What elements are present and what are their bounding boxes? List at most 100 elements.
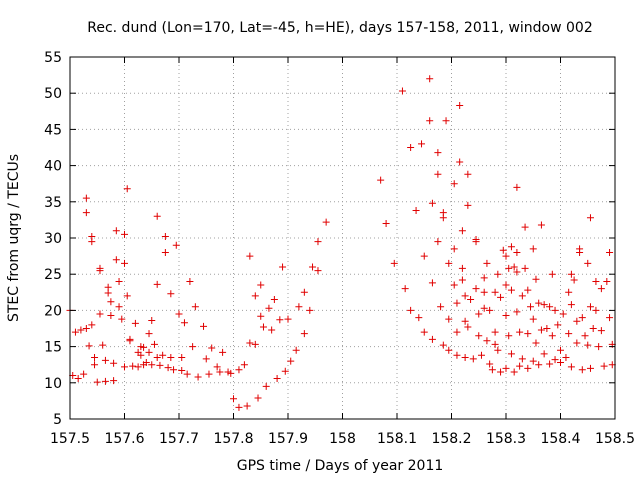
data-point xyxy=(567,270,575,278)
data-point xyxy=(268,326,276,334)
data-point xyxy=(415,314,423,322)
data-point xyxy=(246,252,254,260)
data-point xyxy=(82,325,90,332)
data-point xyxy=(475,310,483,318)
data-point xyxy=(93,378,101,386)
data-point xyxy=(240,361,248,369)
data-point xyxy=(546,360,554,368)
data-point xyxy=(513,183,521,191)
data-point xyxy=(450,245,458,253)
x-ticks: 157.5 157.6 157.7 157.8 157.9 158 158.1 158.2 15… xyxy=(50,57,635,447)
data-point xyxy=(516,328,524,336)
data-point xyxy=(137,351,145,359)
data-point xyxy=(573,339,581,347)
data-point xyxy=(420,328,428,336)
data-point xyxy=(434,149,442,157)
data-point xyxy=(259,323,267,331)
data-point xyxy=(445,346,453,354)
data-point xyxy=(145,330,153,338)
x-tick-label: 157.9 xyxy=(268,431,308,447)
data-point xyxy=(161,248,169,256)
data-point xyxy=(412,206,420,214)
x-tick-label: 157.5 xyxy=(50,431,90,447)
y-tick-label: 30 xyxy=(44,231,62,247)
data-point xyxy=(213,363,221,371)
data-point xyxy=(156,361,164,369)
data-point xyxy=(475,332,483,340)
data-point xyxy=(80,370,88,378)
data-point xyxy=(597,285,605,293)
y-tick-label: 10 xyxy=(44,376,62,392)
data-point xyxy=(112,256,120,264)
data-point xyxy=(557,346,564,354)
data-point xyxy=(407,306,415,314)
data-point xyxy=(551,306,559,314)
data-point xyxy=(578,366,586,374)
y-axis-label: STEC from uqrg / TECUs xyxy=(6,154,22,322)
data-point xyxy=(121,363,128,371)
data-point xyxy=(535,299,543,307)
data-point xyxy=(461,317,469,325)
data-point xyxy=(428,335,436,343)
data-point xyxy=(480,304,488,312)
data-point xyxy=(145,348,153,356)
data-point xyxy=(382,220,390,228)
data-point xyxy=(453,351,461,359)
data-point xyxy=(148,361,156,369)
data-point xyxy=(483,259,491,267)
data-point xyxy=(170,366,178,374)
data-point xyxy=(589,325,597,332)
data-point xyxy=(235,366,243,374)
data-point xyxy=(472,285,480,293)
data-point xyxy=(178,366,186,374)
data-point xyxy=(578,314,586,322)
data-point xyxy=(469,355,477,363)
y-tick-label: 45 xyxy=(44,122,62,138)
data-point xyxy=(502,311,510,319)
data-point xyxy=(216,368,224,376)
y-tick-label: 20 xyxy=(44,303,62,319)
data-point xyxy=(153,353,161,361)
data-point xyxy=(426,75,434,83)
data-point xyxy=(603,277,611,285)
data-point xyxy=(178,353,186,361)
data-point xyxy=(401,285,409,293)
data-point xyxy=(434,170,442,178)
data-point xyxy=(518,292,526,300)
data-point xyxy=(461,292,469,300)
data-point xyxy=(584,259,592,267)
data-point xyxy=(101,377,109,385)
data-point xyxy=(524,364,532,372)
data-point xyxy=(581,332,589,340)
x-axis-label: GPS time / Days of year 2011 xyxy=(237,458,444,474)
data-point xyxy=(554,321,562,329)
data-point xyxy=(292,346,300,354)
data-point xyxy=(529,245,537,253)
data-point xyxy=(123,185,131,193)
data-point xyxy=(140,343,148,351)
data-point xyxy=(246,339,254,347)
data-point xyxy=(227,369,235,377)
y-tick-label: 55 xyxy=(44,50,62,66)
data-point xyxy=(456,102,464,110)
data-point xyxy=(551,356,559,364)
data-point xyxy=(445,315,453,323)
data-point xyxy=(502,364,510,372)
data-point xyxy=(464,170,472,178)
data-point xyxy=(74,374,82,382)
x-tick-label: 157.8 xyxy=(213,431,253,447)
data-point xyxy=(390,259,398,267)
y-tick-label: 40 xyxy=(44,159,62,175)
data-point xyxy=(276,316,284,324)
data-point xyxy=(532,275,540,283)
chart-title: Rec. dund (Lon=170, Lat=-45, h=HE), days… xyxy=(87,20,593,36)
data-point xyxy=(107,298,115,306)
data-point xyxy=(510,368,518,376)
data-point xyxy=(167,290,175,298)
data-point xyxy=(164,364,172,372)
grid xyxy=(70,57,615,419)
data-point xyxy=(445,259,453,267)
data-point xyxy=(129,362,137,370)
data-point xyxy=(153,280,161,288)
